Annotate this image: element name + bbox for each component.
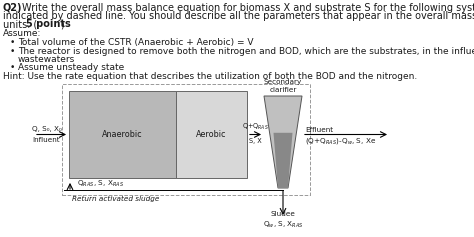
Text: Q2): Q2): [3, 3, 22, 13]
Text: •: •: [10, 63, 15, 72]
Text: units. (: units. (: [3, 19, 37, 29]
Text: S, X: S, X: [249, 138, 262, 145]
Bar: [176, 91, 247, 178]
Bar: [69, 91, 176, 178]
Text: Total volume of the CSTR (Anaerobic + Aerobic) = V: Total volume of the CSTR (Anaerobic + Ae…: [18, 38, 254, 47]
Text: Influent: Influent: [32, 137, 60, 142]
Text: Sludee: Sludee: [271, 211, 295, 217]
Polygon shape: [273, 133, 292, 188]
Text: Q$_w$, S, X$_{RAS}$: Q$_w$, S, X$_{RAS}$: [263, 220, 303, 230]
Text: •: •: [10, 47, 15, 56]
Text: 5 points: 5 points: [26, 19, 71, 29]
Text: clarifier: clarifier: [269, 87, 297, 93]
Text: Secondary: Secondary: [264, 79, 302, 85]
Text: Anaerobic: Anaerobic: [102, 130, 143, 139]
Text: wastewaters: wastewaters: [18, 55, 75, 64]
Text: Q, S₀, X₀: Q, S₀, X₀: [32, 127, 62, 132]
Text: Assume unsteady state: Assume unsteady state: [18, 63, 124, 72]
Text: Effluent: Effluent: [305, 127, 333, 132]
Text: •: •: [10, 38, 15, 47]
Text: indicated by dashed line. You should describe all the parameters that appear in : indicated by dashed line. You should des…: [3, 11, 474, 21]
Text: Return activated sludge: Return activated sludge: [72, 196, 159, 202]
Text: Aerobic: Aerobic: [196, 130, 227, 139]
Text: Q$_{RAS}$, S, X$_{RAS}$: Q$_{RAS}$, S, X$_{RAS}$: [77, 179, 124, 189]
Bar: [62, 84, 310, 195]
Polygon shape: [264, 96, 302, 188]
Text: Write the overall mass balance equation for biomass X and substrate S for the fo: Write the overall mass balance equation …: [22, 3, 474, 13]
Text: Assume:: Assume:: [3, 29, 41, 38]
Text: The reactor is designed to remove both the nitrogen and BOD, which are the subst: The reactor is designed to remove both t…: [18, 47, 474, 56]
Text: (Q+Q$_{RAS}$)-Q$_w$, S, Xe: (Q+Q$_{RAS}$)-Q$_w$, S, Xe: [305, 137, 376, 146]
Text: ): ): [60, 19, 64, 29]
Text: Hint: Use the rate equation that describes the utilization of both the BOD and t: Hint: Use the rate equation that describ…: [3, 72, 417, 81]
Text: Q+Q$_{RAS}$: Q+Q$_{RAS}$: [242, 122, 269, 132]
